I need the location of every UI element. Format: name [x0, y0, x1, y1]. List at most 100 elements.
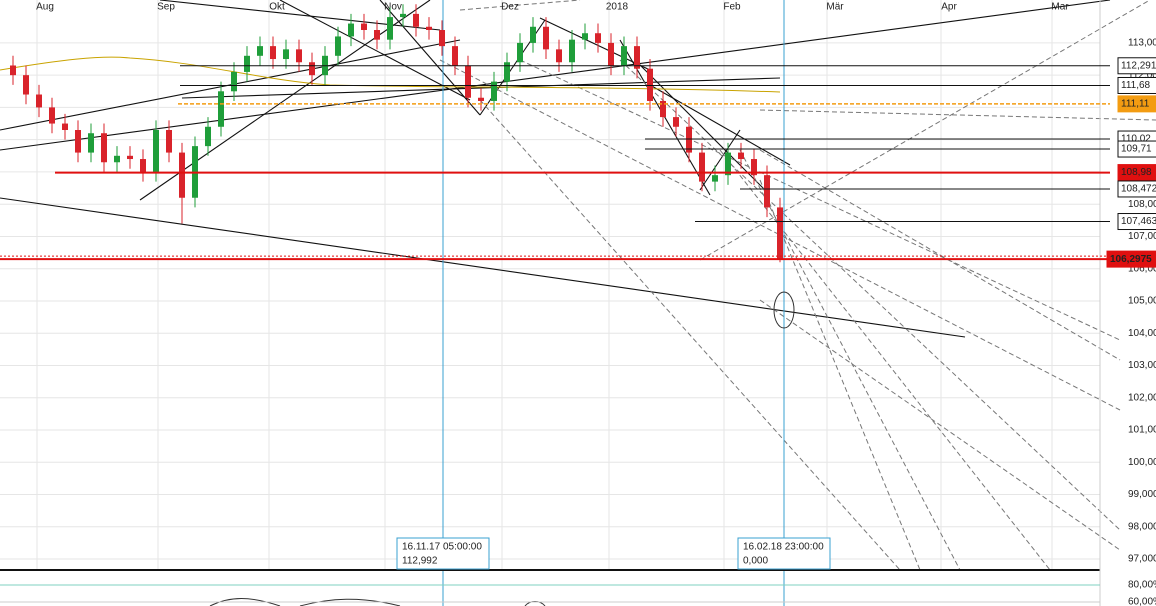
- candle-body: [283, 49, 289, 60]
- candle-body: [179, 152, 185, 198]
- x-tick-label: Mär: [826, 2, 844, 13]
- x-tick-label: 2018: [606, 2, 629, 13]
- candle-body: [673, 117, 679, 127]
- trend-line: [0, 0, 1111, 151]
- trend-line: [539, 17, 651, 71]
- dashed-line: [759, 149, 1121, 361]
- dashed-line: [619, 59, 1121, 531]
- candle-body: [595, 33, 601, 43]
- dashed-line: [519, 59, 1121, 341]
- candle-body: [712, 175, 718, 182]
- candle-body: [582, 33, 588, 40]
- trend-line: [139, 0, 431, 201]
- y-tick-label: 113,000: [1128, 38, 1156, 49]
- candle-body: [296, 49, 302, 63]
- candle-body: [556, 49, 562, 63]
- candle-body: [608, 42, 614, 66]
- level-label: 107,463: [1121, 216, 1156, 227]
- level-label-box: [1117, 57, 1156, 75]
- trend-line: [0, 197, 966, 338]
- y-tick-label: 108,000: [1128, 199, 1156, 210]
- candle-body: [660, 100, 666, 118]
- crosshair-box: [737, 537, 831, 570]
- candle-body: [491, 81, 497, 101]
- dashed-line: [759, 179, 921, 571]
- trend-line: [159, 0, 441, 31]
- candle-body: [504, 62, 510, 82]
- candle-body: [751, 159, 757, 176]
- y-tick-label: 100,000: [1128, 457, 1156, 468]
- candle-body: [738, 152, 744, 160]
- x-tick-label: Dez: [501, 2, 519, 13]
- candle-body: [153, 130, 159, 172]
- x-tick-label: Aug: [36, 2, 54, 13]
- candle-body: [140, 159, 146, 172]
- candle-body: [10, 65, 16, 76]
- level-label-box: [1117, 140, 1156, 158]
- grid: [0, 0, 1100, 570]
- highlight-ellipse: [773, 291, 795, 329]
- candle-body: [127, 155, 133, 160]
- trend-line: [379, 0, 481, 116]
- candle-body: [543, 26, 549, 50]
- moving-average: [0, 56, 781, 93]
- candle-body: [530, 26, 536, 43]
- x-tick-label: Feb: [723, 2, 741, 13]
- level-label-box: [1117, 180, 1156, 198]
- level-label: 112,291: [1121, 60, 1156, 71]
- y-tick-label: 103,000: [1128, 360, 1156, 371]
- crosshair-time: 16.02.18 23:00:00: [743, 542, 824, 553]
- y-tick-label: 107,000: [1128, 231, 1156, 242]
- x-tick-label: Nov: [384, 2, 402, 13]
- crosshair-box: [396, 537, 490, 570]
- candle-body: [634, 46, 640, 69]
- y-tick-label: 99,000: [1128, 489, 1156, 500]
- candle-body: [517, 42, 523, 63]
- candle-body: [335, 36, 341, 56]
- y-tick-label: 98,000: [1128, 521, 1156, 532]
- crosshair-value: 0,000: [743, 556, 768, 567]
- trend-line: [649, 84, 791, 166]
- x-tick-label: Okt: [269, 2, 285, 13]
- candle-body: [439, 30, 445, 47]
- trend-line: [279, 0, 471, 101]
- candle-body: [218, 91, 224, 127]
- candle-body: [36, 94, 42, 108]
- y-tick-label: 105,000: [1128, 296, 1156, 307]
- candle-body: [166, 130, 172, 153]
- level-label: 111,68: [1121, 80, 1151, 91]
- level-label-box: [1117, 95, 1156, 113]
- candle-body: [621, 46, 627, 66]
- x-tick-label: Apr: [941, 2, 957, 13]
- dashed-line: [719, 149, 1051, 571]
- candle-body: [426, 26, 432, 30]
- candle-body: [465, 65, 471, 98]
- candle-body: [244, 55, 250, 72]
- level-label-box: [1117, 76, 1156, 94]
- level-label: 106,2975: [1110, 254, 1152, 265]
- y-tick-label: 112,000: [1128, 70, 1156, 81]
- candle-body: [62, 123, 68, 130]
- indicator-tick-label: 80,00%: [1128, 580, 1156, 591]
- candle-body: [348, 23, 354, 37]
- level-label: 109,71: [1121, 144, 1152, 155]
- y-tick-label: 101,000: [1128, 425, 1156, 436]
- candle-body: [699, 152, 705, 182]
- y-tick-label: 102,000: [1128, 392, 1156, 403]
- candle-body: [569, 39, 575, 63]
- dashed-line: [759, 299, 1121, 551]
- candle-body: [205, 126, 211, 147]
- candle-body: [777, 207, 783, 260]
- candle-body: [101, 133, 107, 163]
- candle-body: [361, 23, 367, 30]
- candle-body: [374, 30, 380, 40]
- level-label-box: [1117, 213, 1156, 231]
- level-label: 108,98: [1121, 167, 1152, 178]
- level-label: 111,11: [1121, 99, 1150, 110]
- level-label: 108,472: [1121, 184, 1156, 195]
- candle-body: [23, 75, 29, 95]
- level-label-box: [1106, 250, 1156, 268]
- candle-body: [114, 155, 120, 163]
